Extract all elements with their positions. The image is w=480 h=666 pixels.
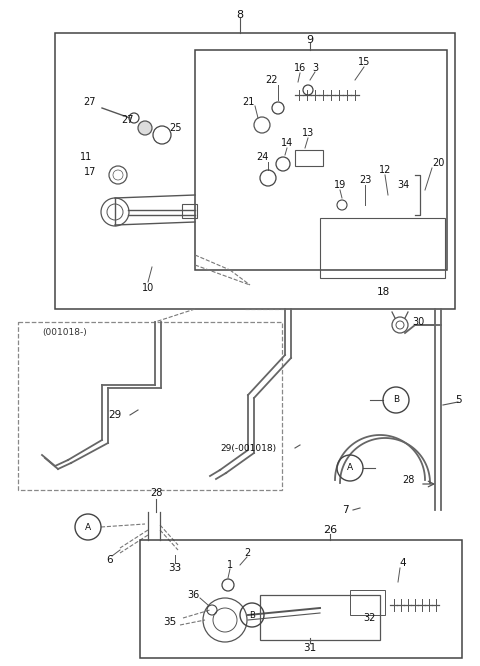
Text: 26: 26	[323, 525, 337, 535]
Text: 30: 30	[412, 317, 424, 327]
Text: 28: 28	[150, 488, 162, 498]
Text: 17: 17	[84, 167, 96, 177]
Text: A: A	[85, 523, 91, 531]
Text: 1: 1	[227, 560, 233, 570]
Bar	[18, 322, 282, 490]
Text: 27: 27	[84, 97, 96, 107]
Bar	[320, 218, 445, 278]
Text: 3: 3	[312, 63, 318, 73]
Text: 25: 25	[169, 123, 181, 133]
Text: 9: 9	[306, 35, 313, 45]
Text: 6: 6	[107, 555, 113, 565]
Text: B: B	[393, 396, 399, 404]
Text: 24: 24	[256, 152, 268, 162]
Text: 4: 4	[400, 558, 406, 568]
Bar	[55, 33, 455, 309]
Text: 8: 8	[237, 10, 243, 20]
Text: 14: 14	[281, 138, 293, 148]
Text: 29(-001018): 29(-001018)	[220, 444, 276, 452]
Text: A: A	[347, 464, 353, 472]
Bar	[350, 590, 385, 615]
Text: 29: 29	[108, 410, 121, 420]
Text: 23: 23	[359, 175, 371, 185]
Text: 11: 11	[80, 152, 92, 162]
Text: 7: 7	[342, 505, 348, 515]
Text: 36: 36	[187, 590, 199, 600]
Bar	[182, 204, 197, 218]
Text: 28: 28	[402, 475, 414, 485]
Bar	[140, 540, 462, 658]
Text: 10: 10	[142, 283, 154, 293]
Text: 2: 2	[244, 548, 250, 558]
Bar	[260, 595, 380, 640]
Text: 34: 34	[397, 180, 409, 190]
Text: 16: 16	[294, 63, 306, 73]
Text: 35: 35	[163, 617, 177, 627]
Circle shape	[138, 121, 152, 135]
Bar	[295, 150, 323, 166]
Text: 20: 20	[432, 158, 444, 168]
Text: (001018-): (001018-)	[43, 328, 87, 336]
Text: 21: 21	[242, 97, 254, 107]
Text: 22: 22	[266, 75, 278, 85]
Text: 32: 32	[364, 613, 376, 623]
Text: 12: 12	[379, 165, 391, 175]
Text: 15: 15	[358, 57, 370, 67]
Text: 18: 18	[376, 287, 390, 297]
Text: 13: 13	[302, 128, 314, 138]
Text: B: B	[249, 611, 255, 619]
Bar	[195, 50, 447, 270]
Text: 31: 31	[303, 643, 317, 653]
Text: 33: 33	[168, 563, 181, 573]
Text: 19: 19	[334, 180, 346, 190]
Text: 5: 5	[455, 395, 461, 405]
Text: 27: 27	[122, 115, 134, 125]
